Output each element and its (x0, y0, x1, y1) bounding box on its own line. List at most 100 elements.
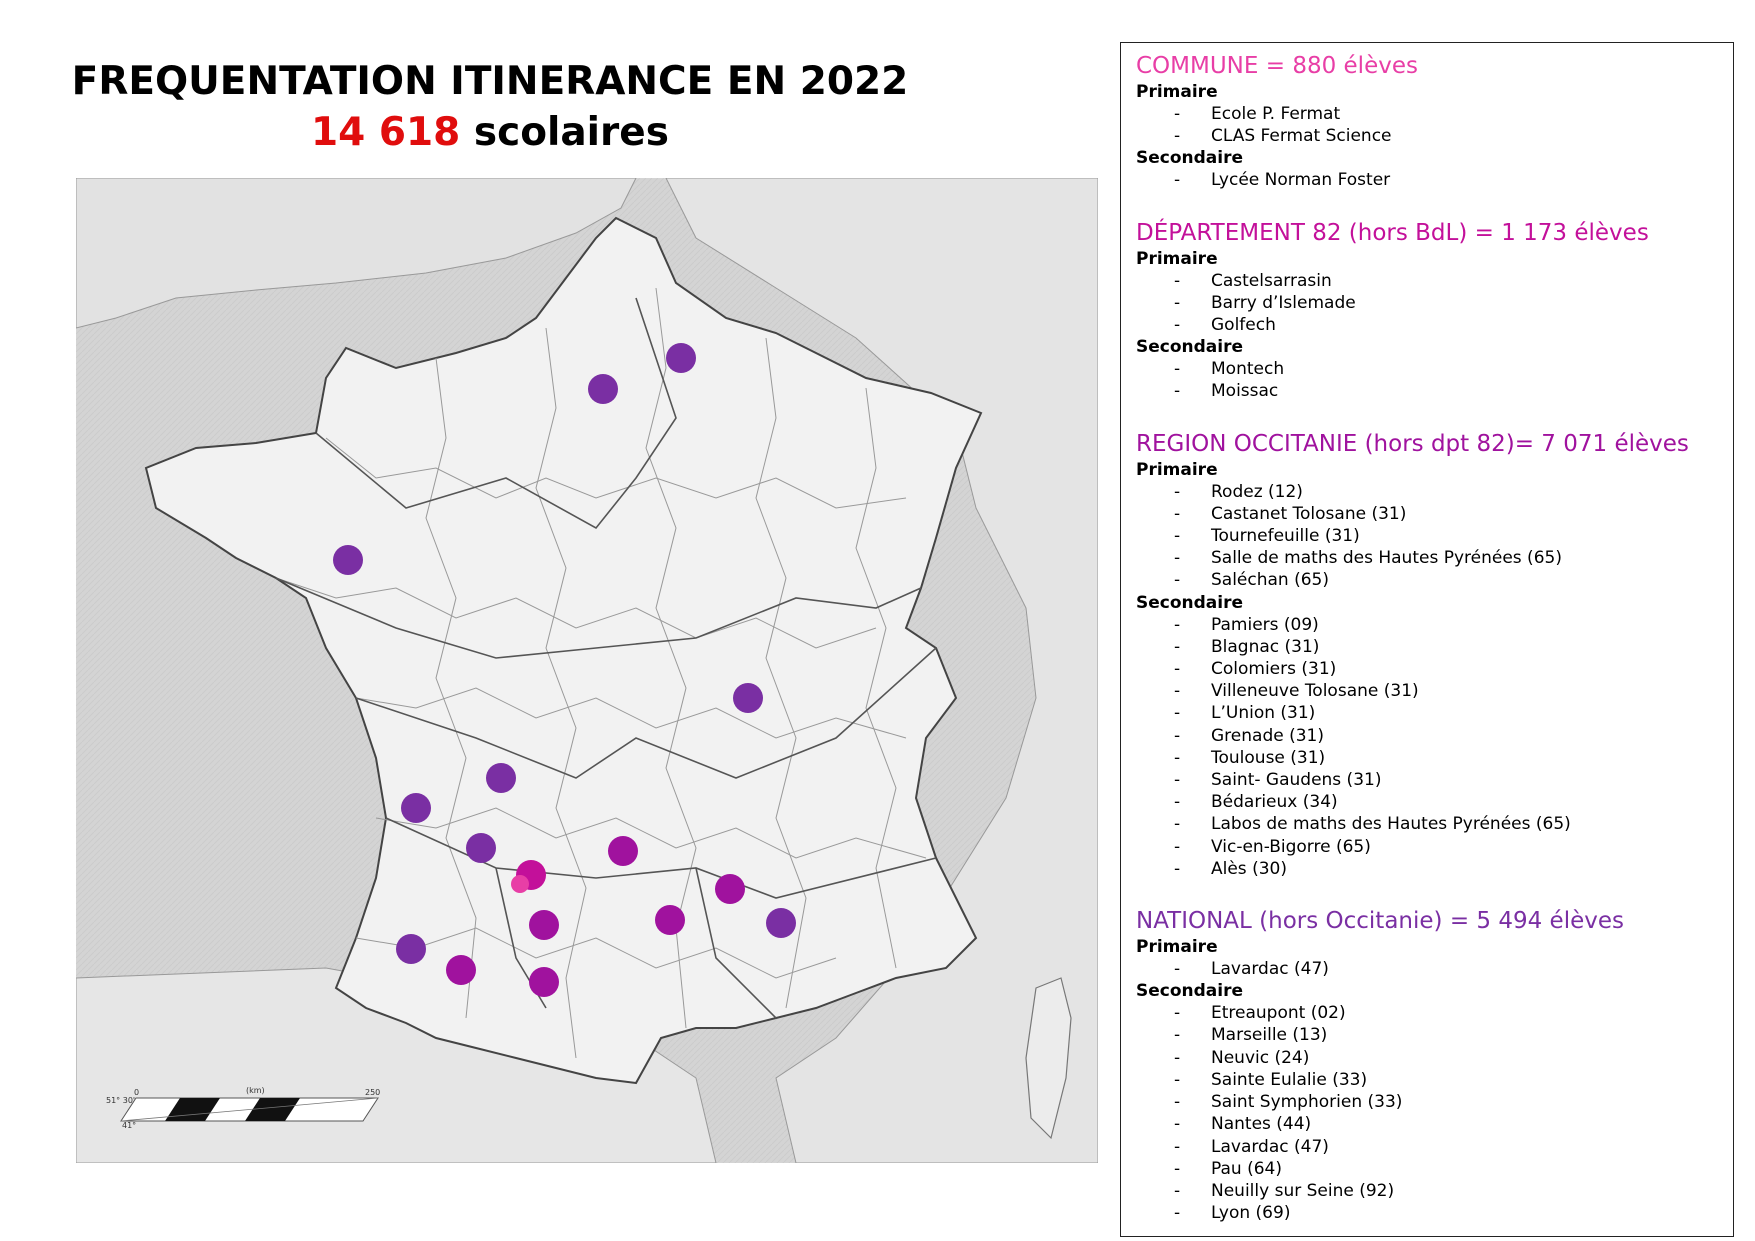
total-number: 14 618 (311, 110, 461, 155)
bullet-dash: - (1174, 770, 1181, 791)
bullet-dash: - (1174, 570, 1181, 591)
legend-item-text: Colomiers (31) (1211, 659, 1337, 680)
page-title: FREQUENTATION ITINERANCE EN 2022 (71, 59, 909, 104)
legend-item-text: Labos de maths des Hautes Pyrénées (65) (1211, 814, 1571, 835)
bullet-dash: - (1174, 1114, 1181, 1135)
legend-section-region: REGION OCCITANIE (hors dpt 82)= 7 071 él… (1136, 429, 1718, 880)
marker-marseille (766, 908, 796, 938)
marker-bedarieux (655, 905, 685, 935)
legend-item-text: Etreaupont (02) (1211, 1003, 1346, 1024)
legend-item-text: Barry d’Islemade (1211, 292, 1356, 313)
legend-level-label: Secondaire (1136, 981, 1244, 1002)
legend-list-item: - Lyon (69) (1136, 1202, 1718, 1224)
legend-list-item: - Lycée Norman Foster (1136, 169, 1718, 191)
legend-section-national: NATIONAL (hors Occitanie) = 5 494 élèves… (1136, 906, 1718, 1224)
legend-item-text: Neuvic (24) (1211, 1047, 1310, 1068)
legend-level-label: Primaire (1136, 248, 1218, 269)
bullet-dash: - (1174, 1136, 1181, 1157)
legend-list-item: - Labos de maths des Hautes Pyrénées (65) (1136, 813, 1718, 835)
marker-pau (396, 934, 426, 964)
legend-item-text: Marseille (13) (1211, 1025, 1328, 1046)
legend-list-item: - CLAS Fermat Science (1136, 125, 1718, 147)
legend-list-item: - Saint Symphorien (33) (1136, 1091, 1718, 1113)
legend-item-text: Pau (64) (1211, 1158, 1282, 1179)
legend-item-text: Castelsarrasin (1211, 270, 1332, 291)
bullet-dash: - (1174, 1003, 1181, 1024)
legend-section-commune: COMMUNE = 880 élèves Primaire - Ecole P. Fe… (1136, 51, 1718, 192)
legend-level-label: Secondaire (1136, 592, 1244, 613)
bullet-dash: - (1174, 747, 1181, 768)
department-borders (275, 287, 927, 1059)
legend-level-label: Secondaire (1136, 337, 1244, 358)
bullet-dash: - (1174, 481, 1181, 502)
legend-list-item: - Pau (64) (1136, 1158, 1718, 1180)
legend-list-item: - Sainte Eulalie (33) (1136, 1069, 1718, 1091)
legend-item-text: Montech (1211, 359, 1285, 380)
legend-list-item: - Castelsarrasin (1136, 270, 1718, 292)
legend-level-label: Primaire (1136, 82, 1218, 102)
legend-list-item: - Ecole P. Fermat (1136, 103, 1718, 125)
corsica (1025, 977, 1072, 1140)
bullet-dash: - (1174, 703, 1181, 724)
marker-etreaupont (666, 343, 696, 373)
legend-list-item: - L’Union (31) (1136, 702, 1718, 724)
bullet-dash: - (1174, 104, 1181, 124)
legend-list-item: - Vic-en-Bigorre (65) (1136, 836, 1718, 858)
legend-list-item: - Rodez (12) (1136, 481, 1718, 503)
bullet-dash: - (1174, 270, 1181, 291)
bullet-dash: - (1174, 659, 1181, 680)
legend-item-text: Neuilly sur Seine (92) (1211, 1180, 1395, 1201)
legend-list-item: - Moissac (1136, 380, 1718, 402)
bullet-dash: - (1174, 292, 1181, 313)
legend-list-item: - Golfech (1136, 314, 1718, 336)
bullet-dash: - (1174, 1158, 1181, 1179)
legend-section-title: COMMUNE = 880 élèves (1136, 53, 1418, 79)
marker-rodez (608, 836, 638, 866)
legend-item-text: Bédarieux (34) (1211, 792, 1338, 813)
legend-item-text: Pamiers (09) (1211, 614, 1319, 635)
bullet-dash: - (1174, 1203, 1181, 1224)
marker-saint-symphorien (401, 793, 431, 823)
legend-item-text: Rodez (12) (1211, 481, 1303, 502)
marker-neuvic (486, 763, 516, 793)
bullet-dash: - (1174, 315, 1181, 336)
marker-vic-en-bigorre (446, 955, 476, 985)
legend-item-text: Castanet Tolosane (31) (1211, 503, 1407, 524)
bullet-dash: - (1174, 959, 1181, 980)
bullet-dash: - (1174, 725, 1181, 746)
bullet-dash: - (1174, 126, 1181, 147)
legend-list-item: - Nantes (44) (1136, 1113, 1718, 1135)
legend-list-item: - Neuvic (24) (1136, 1047, 1718, 1069)
legend-list-item: - Pamiers (09) (1136, 614, 1718, 636)
uk-landmass (76, 178, 637, 329)
legend-item-text: Toulouse (31) (1211, 747, 1326, 768)
neighbour-countries-east (665, 178, 1098, 1163)
page-subtitle: 14 618 scolaires (60, 106, 920, 160)
bullet-dash: - (1174, 1047, 1181, 1068)
legend-section-title: DÉPARTEMENT 82 (hors BdL) = 1 173 élèves (1136, 219, 1649, 246)
bullet-dash: - (1174, 381, 1181, 402)
scale-bar: 0 (km) 250 51° 30' 41° (106, 1086, 380, 1130)
legend-item-text: Vic-en-Bigorre (65) (1211, 836, 1371, 857)
legend-item-text: Lycée Norman Foster (1211, 170, 1391, 191)
bullet-dash: - (1174, 548, 1181, 569)
legend-item-text: Saint- Gaudens (31) (1211, 770, 1382, 791)
bullet-dash: - (1174, 836, 1181, 857)
legend-item-text: Tournefeuille (31) (1211, 526, 1360, 547)
marker-paris (588, 374, 618, 404)
legend-section-title: NATIONAL (hors Occitanie) = 5 494 élèves (1136, 908, 1624, 935)
legend-item-text: Sainte Eulalie (33) (1211, 1069, 1368, 1090)
title-block: FREQUENTATION ITINERANCE EN 2022 14 618 … (60, 58, 920, 160)
legend-list-item: - Lavardac (47) (1136, 958, 1718, 980)
legend-list-item: - Etreaupont (02) (1136, 1002, 1718, 1024)
bullet-dash: - (1174, 1092, 1181, 1113)
bullet-dash: - (1174, 1025, 1181, 1046)
legend-list-item: - Grenade (31) (1136, 725, 1718, 747)
school-markers (333, 343, 796, 997)
legend-list-item: - Barry d’Islemade (1136, 292, 1718, 314)
bullet-dash: - (1174, 1069, 1181, 1090)
legend-item-text: CLAS Fermat Science (1211, 126, 1392, 147)
total-label: scolaires (460, 110, 669, 155)
legend-item-text: Moissac (1211, 381, 1279, 402)
legend-item-text: Alès (30) (1211, 858, 1287, 879)
